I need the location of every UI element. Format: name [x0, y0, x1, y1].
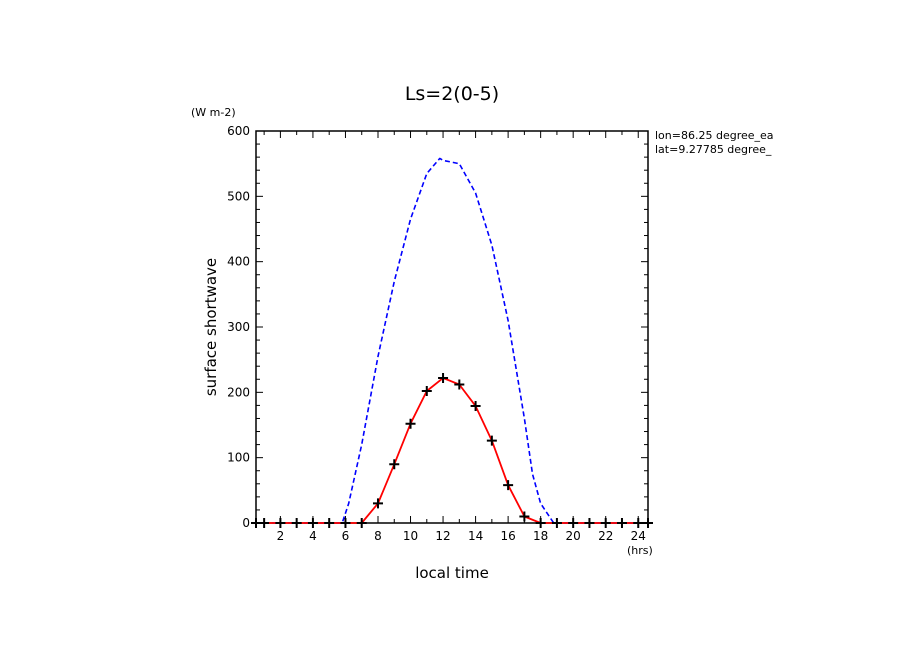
series-marker	[470, 401, 481, 412]
chart-title: Ls=2(0-5)	[405, 83, 499, 105]
series-marker	[535, 518, 546, 528]
series-marker	[421, 386, 432, 397]
y-tick-label: 600	[227, 124, 250, 138]
plot-frame	[255, 130, 649, 524]
x-tick-label: 12	[435, 529, 450, 543]
series-marker	[584, 518, 595, 528]
series-marker	[551, 518, 562, 528]
series-marker	[503, 480, 514, 491]
y-tick-label: 500	[227, 189, 250, 203]
x-tick-label: 16	[500, 529, 515, 543]
series-marker	[600, 518, 611, 528]
y-tick-label: 400	[227, 255, 250, 269]
x-tick-label: 8	[374, 529, 382, 543]
series-marker	[356, 518, 367, 528]
annotation-lat: lat=9.27785 degree_	[655, 143, 772, 156]
series-marker	[633, 518, 644, 528]
series-marker	[372, 498, 383, 509]
y-tick-label: 200	[227, 385, 250, 399]
y-tick-label: 300	[227, 320, 250, 334]
x-tick-label: 6	[342, 529, 350, 543]
x-tick-label: 10	[403, 529, 418, 543]
y-axis-label: surface shortwave	[202, 258, 220, 396]
series-marker	[275, 518, 286, 528]
series-solid-line	[256, 377, 648, 524]
series-marker	[324, 518, 335, 528]
series-dashed-line	[256, 157, 648, 524]
annotation-lon: lon=86.25 degree_ea	[655, 129, 774, 142]
series-marker	[340, 518, 351, 528]
series-marker	[519, 511, 530, 522]
series-marker	[616, 518, 627, 528]
x-tick-label: 24	[631, 529, 646, 543]
series-marker	[405, 418, 416, 429]
x-tick-label: 20	[566, 529, 581, 543]
series-marker	[389, 459, 400, 470]
x-axis-label: local time	[415, 564, 489, 582]
series-marker	[568, 518, 579, 528]
series-marker	[291, 518, 302, 528]
x-tick-label: 2	[277, 529, 285, 543]
x-unit-label: (hrs)	[627, 544, 653, 557]
series-marker	[643, 518, 653, 528]
x-tick-label: 18	[533, 529, 548, 543]
x-tick-label: 22	[598, 529, 613, 543]
y-tick-label: 100	[227, 451, 250, 465]
series-marker	[307, 518, 318, 528]
y-tick-label: 0	[242, 516, 250, 530]
series-marker	[259, 518, 270, 528]
x-tick-label: 4	[309, 529, 317, 543]
series-marker	[438, 372, 449, 383]
series-marker	[454, 379, 465, 390]
x-tick-label: 14	[468, 529, 483, 543]
series-marker	[486, 435, 497, 446]
y-unit-label: (W m-2)	[191, 106, 236, 119]
